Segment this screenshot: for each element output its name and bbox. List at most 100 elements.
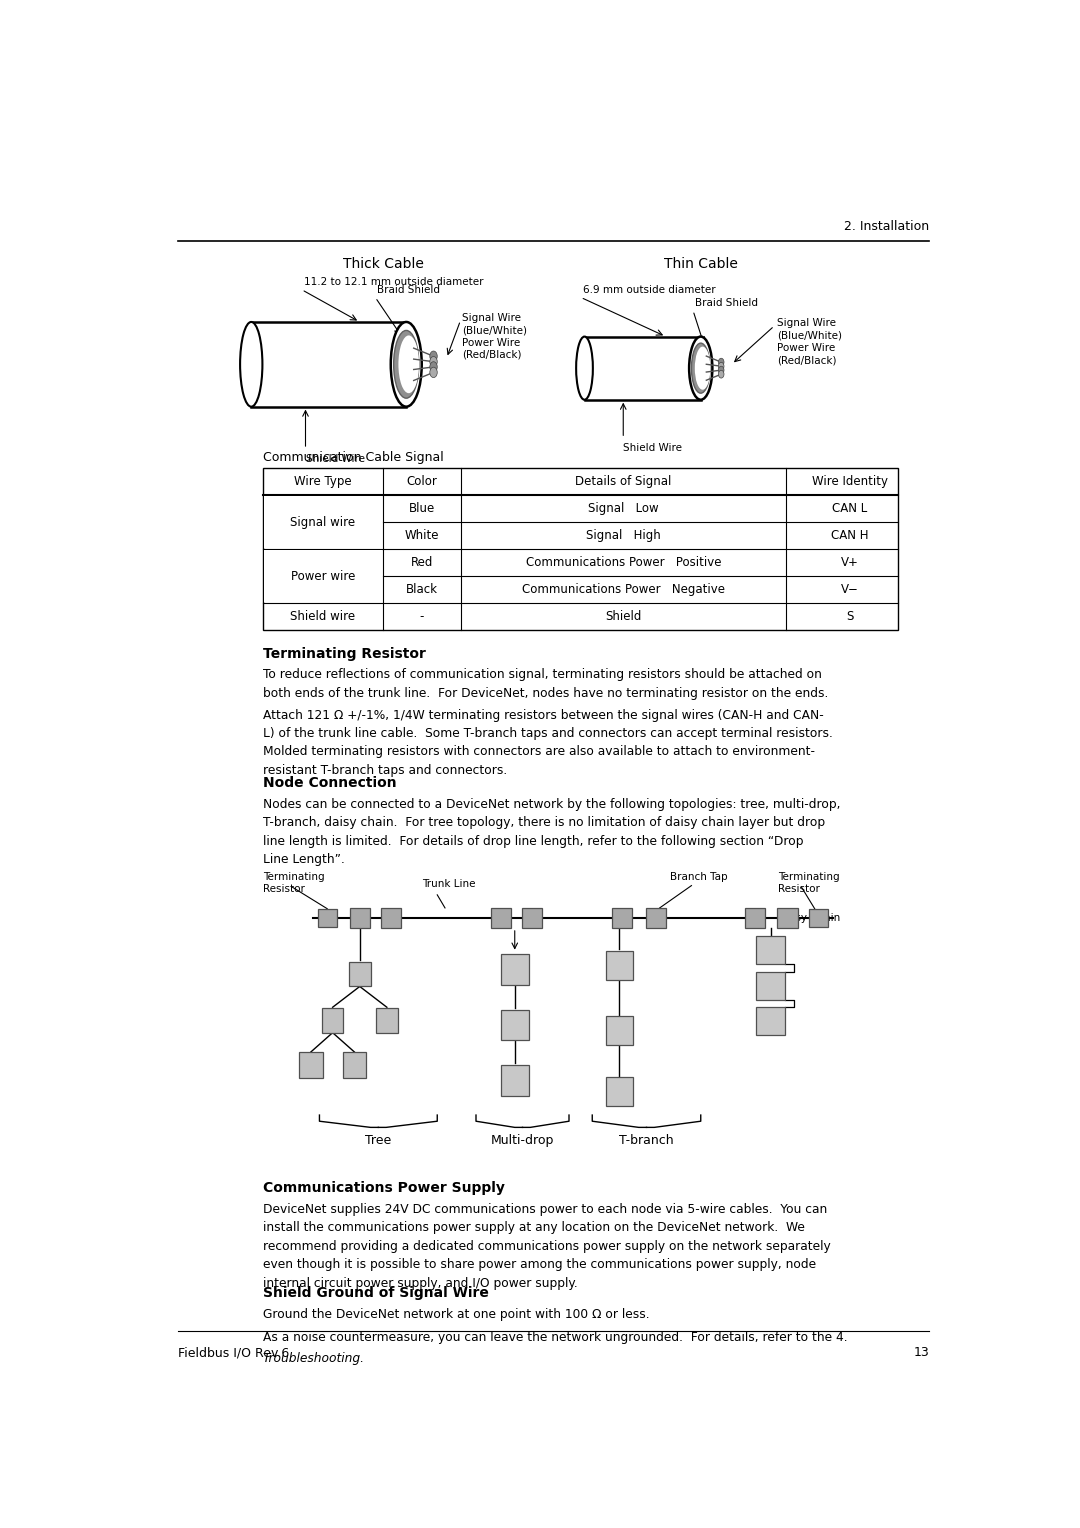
Text: Braid Shield: Braid Shield <box>694 298 757 309</box>
Bar <box>262 468 899 630</box>
Text: Fieldbus I/O Rev.6: Fieldbus I/O Rev.6 <box>177 1346 288 1358</box>
Text: Wire Type: Wire Type <box>294 475 352 489</box>
Text: 13: 13 <box>914 1346 930 1358</box>
Bar <box>318 909 337 927</box>
Text: Nodes can be connected to a DeviceNet network by the following topologies: tree,: Nodes can be connected to a DeviceNet ne… <box>262 798 840 866</box>
Bar <box>606 1077 633 1106</box>
Text: Terminating Resistor: Terminating Resistor <box>262 646 426 662</box>
Ellipse shape <box>393 330 419 399</box>
Text: Communication Cable Signal: Communication Cable Signal <box>262 451 444 465</box>
Bar <box>350 908 369 927</box>
Bar <box>756 1007 785 1034</box>
Ellipse shape <box>430 362 437 373</box>
Bar <box>756 937 785 964</box>
Text: Shield Wire: Shield Wire <box>623 443 683 452</box>
Text: Signal Wire
(Blue/White)
Power Wire
(Red/Black): Signal Wire (Blue/White) Power Wire (Red… <box>777 318 841 365</box>
Bar <box>501 1010 529 1041</box>
Bar <box>611 908 632 927</box>
Text: Blue: Blue <box>408 503 435 515</box>
Bar <box>606 1016 633 1045</box>
Text: 11.2 to 12.1 mm outside diameter: 11.2 to 12.1 mm outside diameter <box>303 277 484 287</box>
Ellipse shape <box>718 370 724 377</box>
Ellipse shape <box>399 336 419 393</box>
Text: Ground the DeviceNet network at one point with 100 Ω or less.: Ground the DeviceNet network at one poin… <box>262 1308 649 1320</box>
Ellipse shape <box>576 336 593 400</box>
Text: Braid Shield: Braid Shield <box>377 286 440 295</box>
Bar <box>501 1065 529 1096</box>
Text: Thick Cable: Thick Cable <box>342 257 423 270</box>
Bar <box>501 953 529 986</box>
Ellipse shape <box>430 351 437 362</box>
Text: Troubleshooting.: Troubleshooting. <box>262 1352 365 1365</box>
Text: Communications Power Supply: Communications Power Supply <box>262 1181 504 1195</box>
Text: 6.9 mm outside diameter: 6.9 mm outside diameter <box>583 286 716 295</box>
Text: CAN H: CAN H <box>832 529 868 542</box>
Text: Power wire: Power wire <box>291 570 355 582</box>
Text: Attach 121 Ω +/-1%, 1/4W terminating resistors between the signal wires (CAN-H a: Attach 121 Ω +/-1%, 1/4W terminating res… <box>262 709 833 778</box>
Ellipse shape <box>689 336 713 400</box>
Ellipse shape <box>691 344 710 393</box>
Ellipse shape <box>694 347 711 390</box>
Text: V+: V+ <box>841 556 859 568</box>
Text: Terminating
Resistor: Terminating Resistor <box>262 872 324 894</box>
Text: Signal wire: Signal wire <box>291 515 355 529</box>
Text: Tree: Tree <box>365 1134 391 1146</box>
Text: Red: Red <box>410 556 433 568</box>
Ellipse shape <box>430 356 437 367</box>
Text: Black: Black <box>406 584 437 596</box>
Ellipse shape <box>430 367 437 377</box>
Ellipse shape <box>718 362 724 370</box>
Bar <box>380 908 401 927</box>
Bar <box>264 550 382 602</box>
Ellipse shape <box>240 322 262 406</box>
Bar <box>606 950 633 981</box>
Text: Shield wire: Shield wire <box>291 610 355 623</box>
Text: Multi-drop: Multi-drop <box>490 1134 554 1146</box>
Text: Communications Power   Negative: Communications Power Negative <box>522 584 725 596</box>
Text: Power wire: Power wire <box>291 556 355 568</box>
Bar <box>349 961 370 987</box>
Bar <box>264 497 382 549</box>
Text: Communications Power   Positive: Communications Power Positive <box>526 556 721 568</box>
Text: Color: Color <box>406 475 437 489</box>
Bar <box>490 908 511 927</box>
Text: T-branch: T-branch <box>619 1134 674 1146</box>
Text: Shield Wire: Shield Wire <box>306 454 365 465</box>
Text: Signal   Low: Signal Low <box>588 503 659 515</box>
Bar <box>299 1051 323 1079</box>
Text: Daisy Chain: Daisy Chain <box>779 914 840 923</box>
Bar <box>778 908 798 927</box>
Bar <box>322 1008 343 1033</box>
Text: Thin Cable: Thin Cable <box>664 257 738 270</box>
Bar <box>342 1051 366 1079</box>
Text: As a noise countermeasure, you can leave the network ungrounded.  For details, r: As a noise countermeasure, you can leave… <box>262 1331 848 1343</box>
Text: Signal wire: Signal wire <box>291 503 355 515</box>
Text: To reduce reflections of communication signal, terminating resistors should be a: To reduce reflections of communication s… <box>262 668 828 700</box>
Bar <box>809 909 828 927</box>
Ellipse shape <box>391 322 422 406</box>
Text: Branch Tap: Branch Tap <box>670 872 727 882</box>
Ellipse shape <box>718 367 724 374</box>
Text: Shield Ground of Signal Wire: Shield Ground of Signal Wire <box>262 1287 489 1300</box>
Text: Signal Wire
(Blue/White)
Power Wire
(Red/Black): Signal Wire (Blue/White) Power Wire (Red… <box>462 313 527 361</box>
Text: Details of Signal: Details of Signal <box>575 475 672 489</box>
Text: White: White <box>405 529 438 542</box>
Text: S: S <box>847 610 853 623</box>
Bar <box>522 908 542 927</box>
Text: Terminating
Resistor: Terminating Resistor <box>779 872 840 894</box>
Bar <box>745 908 765 927</box>
Ellipse shape <box>718 358 724 367</box>
Text: Node Connection: Node Connection <box>262 776 396 790</box>
Text: Shield: Shield <box>605 610 642 623</box>
Text: V−: V− <box>841 584 859 596</box>
Text: 2. Installation: 2. Installation <box>845 220 930 234</box>
Text: -: - <box>419 610 424 623</box>
Bar <box>646 908 666 927</box>
Bar <box>756 972 785 999</box>
Text: Signal   High: Signal High <box>585 529 661 542</box>
Text: Wire Identity: Wire Identity <box>812 475 888 489</box>
Bar <box>376 1008 397 1033</box>
Text: DeviceNet supplies 24V DC communications power to each node via 5-wire cables.  : DeviceNet supplies 24V DC communications… <box>262 1203 831 1290</box>
Text: CAN L: CAN L <box>833 503 867 515</box>
Text: Trunk Line: Trunk Line <box>422 880 475 889</box>
